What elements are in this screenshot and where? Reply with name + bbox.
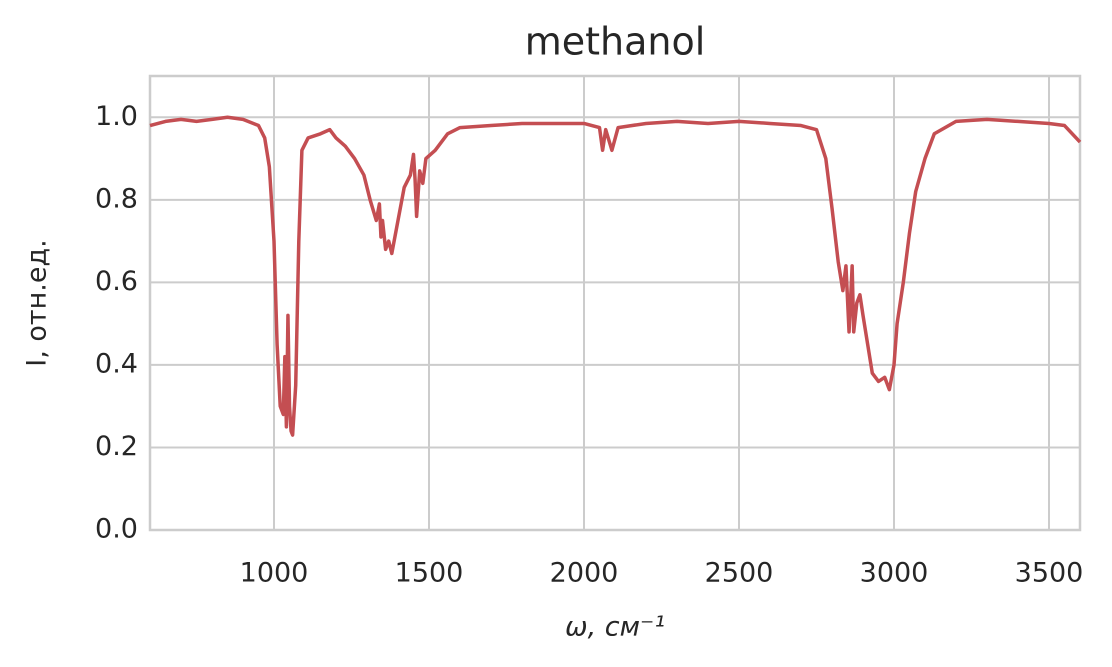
y-tick-label: 0.2 — [95, 431, 138, 462]
x-tick-label: 1500 — [395, 558, 464, 589]
y-tick-label: 1.0 — [95, 101, 138, 132]
y-axis-label: I, отн.ед. — [22, 239, 53, 366]
x-tick-label: 2000 — [550, 558, 619, 589]
x-tick-label: 1000 — [240, 558, 309, 589]
x-tick-label: 3000 — [860, 558, 929, 589]
x-axis-label: ω, см⁻¹ — [565, 612, 665, 643]
y-tick-label: 0.4 — [95, 348, 138, 379]
y-tick-label: 0.6 — [95, 266, 138, 297]
y-tick-label: 0.8 — [95, 183, 138, 214]
x-tick-label: 3500 — [1015, 558, 1084, 589]
data-line — [149, 115, 1082, 437]
chart-title: methanol — [525, 20, 706, 64]
x-tick-label: 2500 — [705, 558, 774, 589]
plot-frame — [148, 74, 1082, 532]
y-tick-label: 0.0 — [95, 514, 138, 545]
